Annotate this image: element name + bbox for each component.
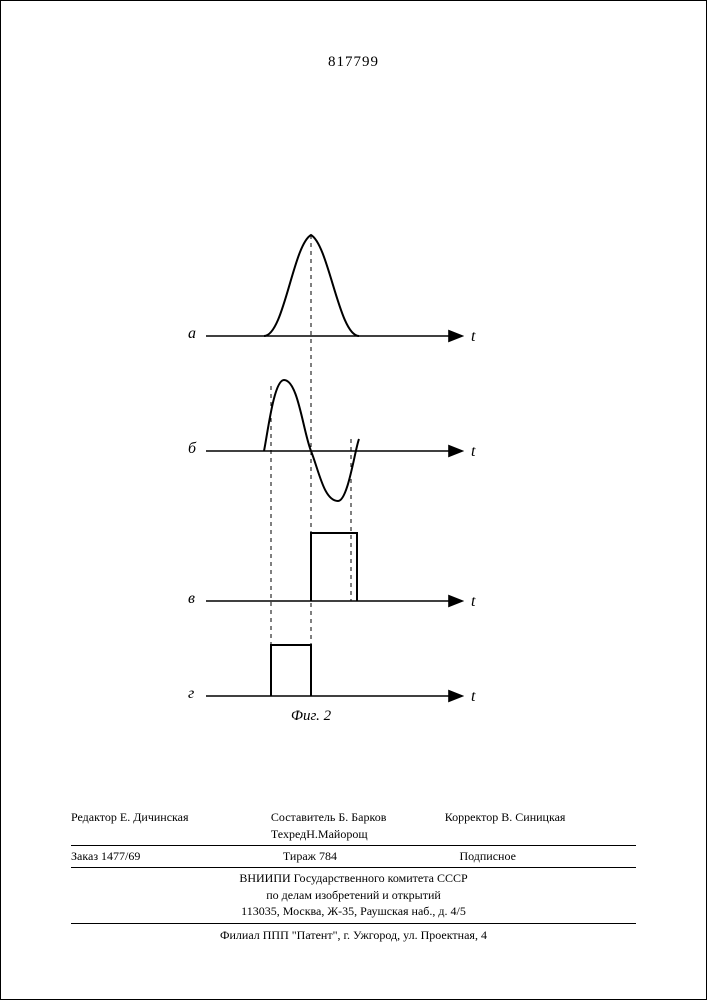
svg-text:t: t (471, 328, 476, 345)
svg-text:г: г (188, 685, 194, 702)
footer-block: Редактор Е. Дичинская Составитель Б. Бар… (71, 809, 636, 944)
org-line-3: 113035, Москва, Ж-35, Раушская наб., д. … (71, 903, 636, 920)
figure-2-diagram: а б в г t t t t Фиг. 2 (171, 221, 511, 741)
composer-label: Составитель (271, 810, 335, 824)
svg-text:Фиг. 2: Фиг. 2 (291, 708, 332, 724)
techeditor-name: Н.Майорощ (306, 827, 367, 841)
subscription: Подписное (459, 848, 636, 865)
composer-name: Б. Барков (338, 810, 386, 824)
corrector-name: В. Синицкая (501, 810, 565, 824)
editor-label: Редактор (71, 810, 117, 824)
print-line: Заказ 1477/69 Тираж 784 Подписное (71, 846, 636, 868)
corrector-label: Корректор (445, 810, 499, 824)
page: 817799 а б в г t t t t Фиг. 2 (0, 0, 707, 1000)
svg-text:в: в (188, 590, 195, 607)
circulation: Тираж 784 (283, 848, 460, 865)
order-number: Заказ 1477/69 (71, 848, 283, 865)
org-block: ВНИИПИ Государственного комитета СССР по… (71, 868, 636, 924)
org-line-2: по делам изобретений и открытий (71, 887, 636, 904)
org-line-1: ВНИИПИ Государственного комитета СССР (71, 870, 636, 887)
svg-text:t: t (471, 443, 476, 460)
credits-line: Редактор Е. Дичинская Составитель Б. Бар… (71, 809, 636, 846)
svg-text:t: t (471, 593, 476, 610)
patent-number: 817799 (328, 54, 379, 71)
svg-text:а: а (188, 325, 196, 342)
branch-line: Филиал ППП "Патент", г. Ужгород, ул. Про… (71, 924, 636, 944)
techeditor-label: Техред (271, 827, 306, 841)
svg-text:t: t (471, 688, 476, 705)
svg-text:б: б (188, 440, 197, 457)
editor-name: Е. Дичинская (120, 810, 189, 824)
